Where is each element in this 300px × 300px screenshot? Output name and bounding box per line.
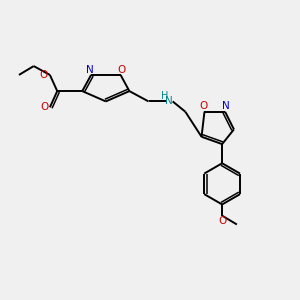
Text: N: N (86, 65, 94, 75)
Text: H: H (161, 91, 168, 100)
Text: O: O (218, 216, 226, 226)
Text: O: O (200, 101, 208, 111)
Text: O: O (40, 102, 49, 112)
Text: O: O (39, 70, 47, 80)
Text: N: N (165, 96, 173, 106)
Text: N: N (222, 101, 230, 111)
Text: O: O (117, 65, 126, 75)
